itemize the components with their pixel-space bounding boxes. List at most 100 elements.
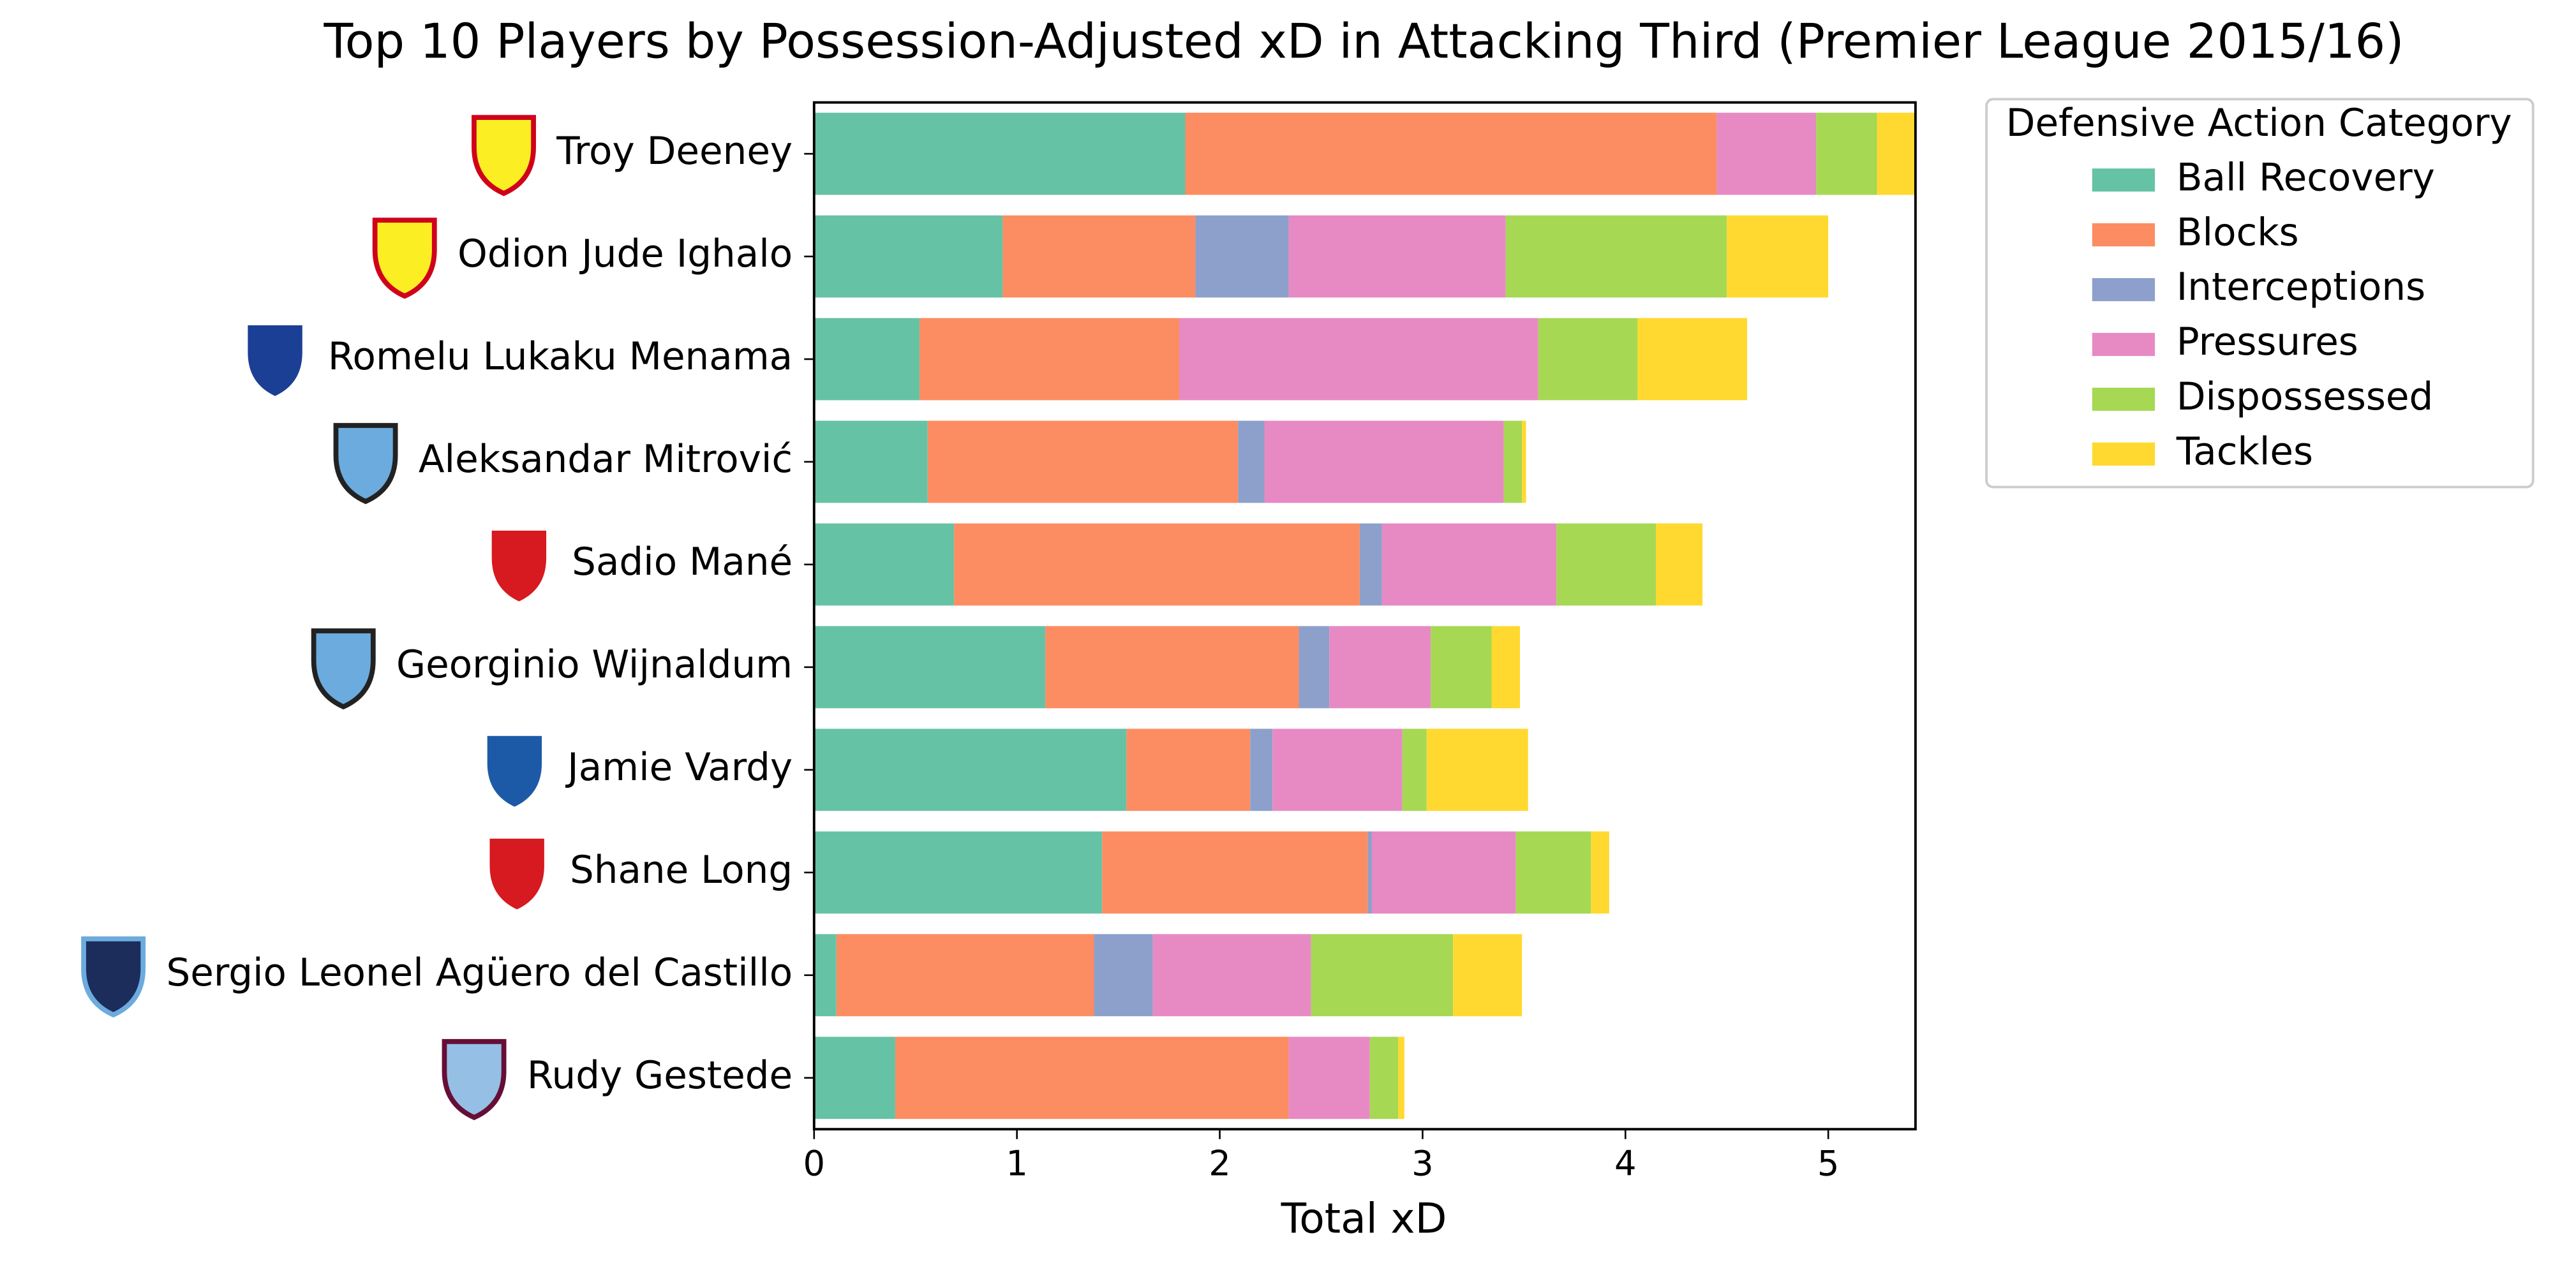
- team-logo: [486, 526, 551, 607]
- bar-segment: [1515, 831, 1591, 914]
- bar-segment: [1288, 215, 1506, 298]
- bar-segment: [1311, 934, 1454, 1017]
- bar-segment: [814, 1037, 895, 1119]
- bar-segment: [1185, 112, 1717, 195]
- bar-segment: [836, 934, 1094, 1017]
- bar-segment: [1491, 626, 1521, 709]
- x-tick-label: 2: [1209, 1143, 1231, 1183]
- y-tick-label: Sadio Mané: [572, 540, 793, 584]
- y-tick-label: Rudy Gestede: [527, 1054, 793, 1098]
- bar-segment: [1402, 728, 1427, 811]
- bar-segment: [1655, 523, 1703, 606]
- bar-segment: [1359, 523, 1382, 606]
- bar-segment: [1426, 728, 1528, 811]
- legend-label: Dispossessed: [2177, 375, 2434, 419]
- bar-segment: [1877, 112, 1916, 195]
- bar-segment: [1179, 318, 1538, 401]
- bar-segment: [919, 318, 1179, 401]
- bar-segment: [1538, 318, 1638, 401]
- bar-segment: [1522, 420, 1526, 503]
- legend-swatch: [2092, 223, 2155, 247]
- bar-segment: [1381, 523, 1557, 606]
- bar-segment: [1195, 215, 1289, 298]
- bar-segment: [1727, 215, 1829, 298]
- x-tick-label: 4: [1614, 1143, 1637, 1183]
- bar-segment: [1367, 831, 1372, 914]
- bar-segment: [814, 728, 1127, 811]
- y-tick-label: Troy Deeney: [556, 129, 793, 174]
- bar-segment: [1591, 831, 1609, 914]
- bar-segment: [814, 318, 920, 401]
- chart-title: Top 10 Players by Possession-Adjusted xD…: [323, 13, 2404, 70]
- legend-label: Pressures: [2177, 320, 2358, 364]
- bar-segment: [1329, 626, 1431, 709]
- team-logo: [81, 936, 146, 1018]
- bar-segment: [1264, 420, 1504, 503]
- plot-frame: [812, 101, 1917, 1131]
- y-tick-label: Shane Long: [570, 848, 793, 892]
- bar-segment: [1002, 215, 1196, 298]
- team-logo: [482, 731, 547, 813]
- bar-segment: [954, 523, 1360, 606]
- y-tick-label: Romelu Lukaku Menama: [328, 335, 793, 379]
- legend-swatch: [2092, 277, 2155, 302]
- bar-segment: [814, 831, 1103, 914]
- y-tick-label: Sergio Leonel Agüero del Castillo: [166, 951, 793, 995]
- bar-segment: [1816, 112, 1877, 195]
- bar-segment: [1505, 215, 1727, 298]
- bar-segment: [1369, 1037, 1399, 1119]
- team-logo: [484, 834, 549, 915]
- y-tick-label: Jamie Vardy: [565, 746, 793, 790]
- bar-segment: [1371, 831, 1516, 914]
- bar-segment: [814, 112, 1186, 195]
- legend-title: Defensive Action Category: [2006, 101, 2512, 145]
- bar-segment: [814, 420, 928, 503]
- bar-segment: [895, 1037, 1289, 1119]
- legend-label: Blocks: [2177, 211, 2299, 255]
- bar-segment: [1126, 728, 1251, 811]
- bar-segment: [1250, 728, 1273, 811]
- y-tick-label: Odion Jude Ighalo: [458, 232, 793, 276]
- x-axis-label: Total xD: [1281, 1195, 1447, 1243]
- legend-swatch: [2092, 387, 2155, 411]
- bar-segment: [1431, 626, 1492, 709]
- x-tick-label: 3: [1411, 1143, 1434, 1183]
- y-tick-label: Georginio Wijnaldum: [396, 643, 793, 687]
- team-logo: [311, 628, 376, 710]
- bar-segment: [1637, 318, 1748, 401]
- bar-segment: [1094, 934, 1153, 1017]
- team-logo: [472, 115, 536, 196]
- bar-segment: [1288, 1037, 1370, 1119]
- x-tick-label: 0: [803, 1143, 826, 1183]
- legend-swatch: [2092, 168, 2155, 192]
- team-logo: [442, 1038, 507, 1121]
- legend-label: Tackles: [2176, 430, 2313, 474]
- bar-segment: [1453, 934, 1523, 1017]
- bar-segment: [1398, 1037, 1404, 1119]
- y-tick-label: Aleksandar Mitrović: [419, 438, 793, 482]
- bar-segment: [814, 523, 955, 606]
- bar-segment: [927, 420, 1239, 503]
- legend-label: Ball Recovery: [2177, 156, 2435, 200]
- bar-segment: [1102, 831, 1368, 914]
- bar-segment: [1503, 420, 1523, 503]
- team-logo: [242, 320, 308, 402]
- x-tick-label: 1: [1006, 1143, 1028, 1183]
- team-logo: [333, 423, 398, 505]
- bar-segment: [814, 934, 837, 1017]
- legend-swatch: [2092, 332, 2155, 357]
- team-logo: [372, 218, 437, 299]
- bar-segment: [1556, 523, 1656, 606]
- bar-segment: [1045, 626, 1299, 709]
- legend-swatch: [2092, 442, 2155, 466]
- bar-segment: [814, 215, 1003, 298]
- legend-label: Interceptions: [2177, 265, 2425, 309]
- bar-segment: [1272, 728, 1403, 811]
- bar-segment: [814, 626, 1046, 709]
- bar-segment: [1299, 626, 1330, 709]
- x-tick-label: 5: [1817, 1143, 1840, 1183]
- bar-segment: [1152, 934, 1311, 1017]
- bar-segment: [1238, 420, 1265, 503]
